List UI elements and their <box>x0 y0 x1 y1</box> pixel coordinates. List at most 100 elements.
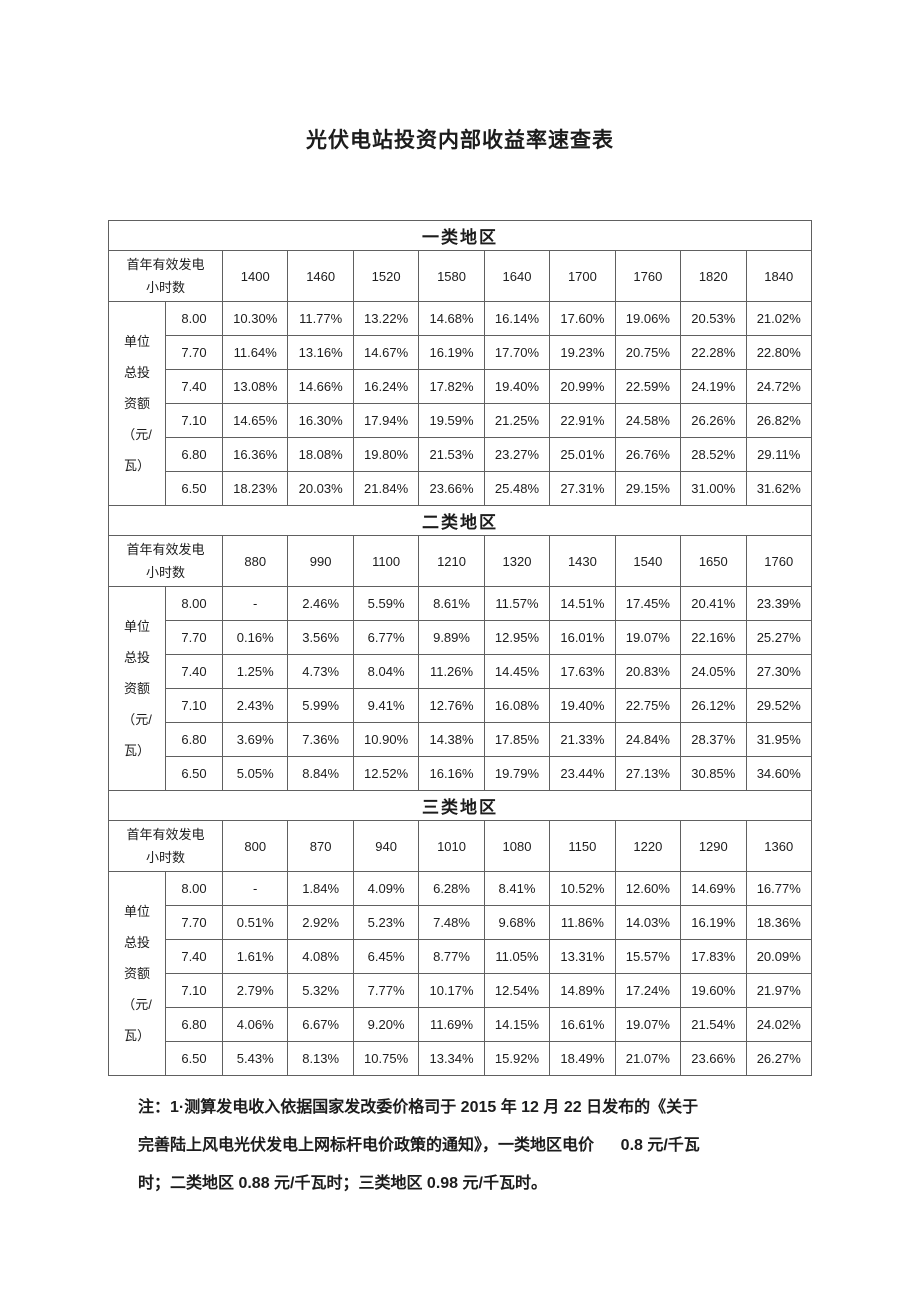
investment-value: 7.70 <box>165 335 223 370</box>
investment-axis-label: 单位 总投 资额 （元/瓦） <box>108 301 166 506</box>
investment-axis-label-line: 总投 <box>123 365 150 380</box>
irr-cell: 16.61% <box>549 1007 616 1042</box>
investment-axis-label-line: 总投 <box>123 650 150 665</box>
hours-axis-label-line: 首年有效发电 <box>126 827 205 842</box>
hours-value: 1640 <box>483 250 551 302</box>
irr-cell: 16.16% <box>418 756 485 791</box>
irr-cell: 1.25% <box>221 654 289 689</box>
irr-cell: 10.17% <box>418 973 485 1008</box>
hours-header-row: 首年有效发电 小时数 1400 1460 1520 1580 1640 1700 1760 182… <box>108 250 812 302</box>
irr-cell: 25.27% <box>745 620 812 655</box>
investment-axis-label-line: 瓦） <box>123 458 150 473</box>
hours-value: 1360 <box>745 820 812 872</box>
irr-cell: 3.69% <box>221 722 289 757</box>
region-section-row: 三类地区 <box>108 790 812 821</box>
irr-cell: 23.27% <box>483 437 551 472</box>
hours-value: 1650 <box>680 535 747 587</box>
irr-cell: 17.45% <box>614 586 682 621</box>
irr-cell: 13.34% <box>418 1041 485 1076</box>
irr-cell: 14.45% <box>483 654 551 689</box>
table-row: 单位 总投 资额 （元/瓦） 8.00-2.46% 5.59% 8.61% 11.57% 14.… <box>108 586 812 791</box>
hours-value: 1540 <box>614 535 682 587</box>
hours-value: 1320 <box>483 535 551 587</box>
irr-cell: 24.19% <box>680 369 747 404</box>
irr-cell: 12.95% <box>483 620 551 655</box>
irr-cell: 26.82% <box>745 403 812 438</box>
hours-value: 1220 <box>614 820 682 872</box>
investment-value: 7.10 <box>165 403 223 438</box>
table-row: 7.40 1.25% 4.73% 8.04% 11.26% 14.45% 17.63% 20.… <box>109 654 812 689</box>
irr-cell: 10.52% <box>549 871 616 906</box>
irr-cell: - <box>221 586 289 621</box>
irr-cell: 9.20% <box>352 1007 420 1042</box>
irr-cell: 3.56% <box>287 620 354 655</box>
irr-cell: 23.66% <box>418 471 485 506</box>
irr-cell: 2.92% <box>287 905 354 940</box>
irr-cell: 19.07% <box>614 620 682 655</box>
irr-cell: 19.79% <box>483 756 551 791</box>
hours-value: 800 <box>221 820 289 872</box>
irr-cell: 2.79% <box>221 973 289 1008</box>
irr-cell: 1.61% <box>221 939 289 974</box>
irr-cell: 20.99% <box>549 369 616 404</box>
irr-cell: 14.69% <box>680 871 747 906</box>
irr-cell: 27.30% <box>745 654 812 689</box>
irr-cell: 14.51% <box>549 586 616 621</box>
footnote: 注：1·测算发电收入依据国家发改委价格司于 2015 年 12 月 22 日发布… <box>138 1089 808 1203</box>
irr-cell: 9.41% <box>352 688 420 723</box>
irr-cell: 14.65% <box>221 403 289 438</box>
irr-cell: 4.73% <box>287 654 354 689</box>
irr-cell: 13.08% <box>221 369 289 404</box>
hours-value: 1760 <box>614 250 682 302</box>
irr-cell: 17.70% <box>483 335 551 370</box>
hours-value: 1210 <box>418 535 485 587</box>
irr-cell: 20.83% <box>614 654 682 689</box>
hours-axis-label-line: 首年有效发电 <box>126 257 205 272</box>
irr-cell: 14.67% <box>352 335 420 370</box>
investment-axis-label-line: 单位 <box>123 334 150 349</box>
irr-cell: 5.32% <box>287 973 354 1008</box>
irr-cell: 22.91% <box>549 403 616 438</box>
irr-cell: 9.68% <box>483 905 551 940</box>
table-row: 7.40 1.61% 4.08% 6.45% 8.77% 11.05% 13.31% 15.5… <box>109 939 812 974</box>
investment-axis-label-line: 资额 <box>123 396 150 411</box>
investment-value: 6.80 <box>165 437 223 472</box>
irr-cell: 13.16% <box>287 335 354 370</box>
hours-value: 1760 <box>745 535 812 587</box>
irr-cell: 6.77% <box>352 620 420 655</box>
irr-cell: 28.52% <box>680 437 747 472</box>
irr-cell: 14.15% <box>483 1007 551 1042</box>
hours-value: 1580 <box>418 250 485 302</box>
irr-cell: 30.85% <box>680 756 747 791</box>
table-row: 7.70 0.16% 3.56% 6.77% 9.89% 12.95% 16.01% 19.0… <box>109 620 812 655</box>
irr-cell: 5.43% <box>221 1041 289 1076</box>
irr-cell: 18.08% <box>287 437 354 472</box>
irr-cell: 11.26% <box>418 654 485 689</box>
investment-value: 7.40 <box>165 939 223 974</box>
irr-cell: 16.08% <box>483 688 551 723</box>
investment-axis-label-line: 瓦） <box>123 1028 150 1043</box>
table-row: 7.40 13.08% 14.66% 16.24% 17.82% 19.40% 20.99%… <box>109 369 812 404</box>
irr-cell: 20.75% <box>614 335 682 370</box>
irr-cell: 19.60% <box>680 973 747 1008</box>
irr-cell: 2.43% <box>221 688 289 723</box>
irr-cell: 8.41% <box>483 871 551 906</box>
irr-cell: 12.76% <box>418 688 485 723</box>
hours-value: 1150 <box>549 820 616 872</box>
hours-value: 1400 <box>221 250 289 302</box>
irr-cell: 18.23% <box>221 471 289 506</box>
irr-cell: 17.83% <box>680 939 747 974</box>
investment-axis-label-line: 瓦） <box>123 743 150 758</box>
region-header: 三类地区 <box>108 790 812 821</box>
irr-cell: 26.12% <box>680 688 747 723</box>
hours-value: 1820 <box>680 250 747 302</box>
footnote-line: 时；二类地区 0.88 元/千瓦时；三类地区 0.98 元/千瓦时。 <box>138 1175 547 1192</box>
hours-value: 1700 <box>549 250 616 302</box>
hours-value: 1840 <box>745 250 812 302</box>
irr-cell: 14.68% <box>418 301 485 336</box>
irr-cell: 21.97% <box>745 973 812 1008</box>
irr-cell: 19.40% <box>549 688 616 723</box>
irr-cell: 24.58% <box>614 403 682 438</box>
irr-cell: 18.36% <box>745 905 812 940</box>
page-title: 光伏电站投资内部收益率速查表 <box>306 129 614 152</box>
